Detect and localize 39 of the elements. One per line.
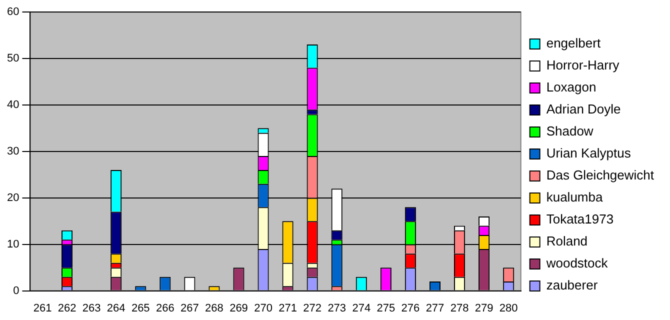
x-tick-label: 262 <box>58 302 76 314</box>
x-tick-label: 265 <box>131 302 150 314</box>
y-tick-label: 40 <box>6 98 20 111</box>
x-tick-label: 271 <box>278 302 297 314</box>
legend-label: Urian Kalyptus <box>546 146 632 161</box>
legend-label: Horror-Harry <box>546 58 620 73</box>
x-tick-label: 277 <box>426 302 444 314</box>
x-tick-label: 270 <box>254 302 272 314</box>
x-tick-label: 267 <box>180 302 199 314</box>
x-tick-label: 278 <box>450 302 469 314</box>
legend-label: zauberer <box>546 278 598 293</box>
y-tick-label: 20 <box>6 192 20 204</box>
x-tick-label: 266 <box>156 302 174 314</box>
y-tick-label: 50 <box>6 52 20 64</box>
x-tick-label: 268 <box>205 302 224 314</box>
legend-label: Tokata1973 <box>546 212 614 227</box>
x-tick-label: 269 <box>230 302 248 314</box>
y-tick-label: 30 <box>6 145 20 158</box>
x-tick-label: 280 <box>499 302 518 314</box>
x-tick-label: 264 <box>106 302 126 314</box>
x-tick-label: 263 <box>82 302 101 314</box>
legend-label: Shadow <box>546 124 594 139</box>
x-tick-label: 275 <box>376 302 396 314</box>
legend-label: Loxagon <box>546 80 596 95</box>
x-tick-label: 274 <box>352 302 371 314</box>
legend-label: kualumba <box>546 190 604 205</box>
legend-label: Roland <box>546 234 588 249</box>
x-tick-label: 272 <box>303 302 322 314</box>
legend-label: woodstock <box>545 256 608 271</box>
y-tick-label: 0 <box>13 284 20 297</box>
x-tick-label: 273 <box>328 302 346 314</box>
x-tick-label: 276 <box>401 302 420 314</box>
x-tick-label: 279 <box>474 302 494 314</box>
legend-label: engelbert <box>546 36 601 51</box>
legend-label: Das Gleichgewicht <box>546 168 654 183</box>
x-tick-label: 261 <box>33 302 52 314</box>
y-tick-label: 10 <box>6 238 20 250</box>
y-tick-label: 60 <box>6 6 20 18</box>
legend-label: Adrian Doyle <box>546 102 621 117</box>
